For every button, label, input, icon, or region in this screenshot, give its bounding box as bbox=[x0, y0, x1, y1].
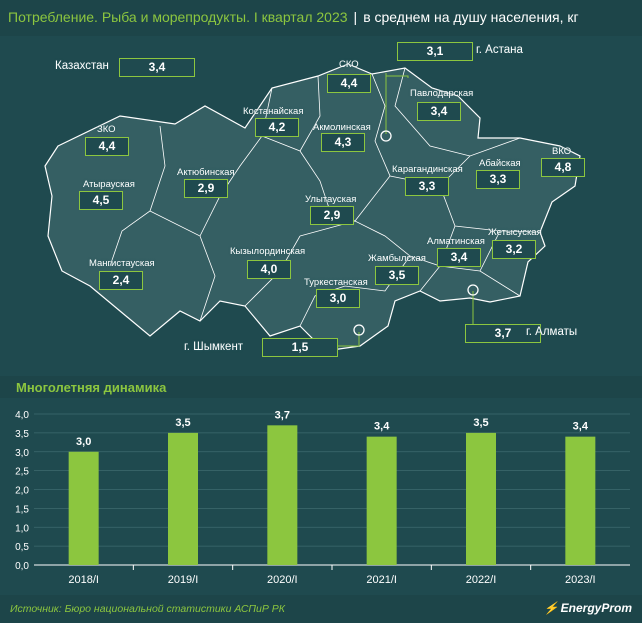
kazakhstan-map: Казахстан 3,4 3,1 г. Астана СКО 4,4 Павл… bbox=[0, 36, 642, 370]
bar-value-label: 3,4 bbox=[374, 421, 390, 433]
astana-connector bbox=[385, 73, 409, 134]
region-abai-label: Абайская bbox=[479, 158, 521, 169]
y-tick-label: 3,5 bbox=[15, 429, 29, 440]
title-subtitle: в среднем на душу населения, кг bbox=[363, 9, 579, 25]
page-title: Потребление. Рыба и морепродукты. I квар… bbox=[8, 9, 579, 25]
y-tick-label: 1,5 bbox=[15, 504, 29, 515]
dynamics-title: Многолетняя динамика bbox=[16, 380, 167, 395]
bar-value-label: 3,0 bbox=[76, 436, 91, 448]
region-akmola-label: Акмолинская bbox=[313, 122, 371, 133]
y-tick-label: 3,0 bbox=[15, 448, 29, 459]
region-atyrau-label: Атырауская bbox=[83, 179, 135, 190]
dynamics-section-bar: Многолетняя динамика bbox=[0, 376, 642, 398]
y-tick-label: 0,0 bbox=[15, 561, 29, 572]
city-shymkent-label: г. Шымкент bbox=[184, 341, 244, 353]
almaty-marker bbox=[467, 284, 479, 296]
city-astana-label: г. Астана bbox=[476, 44, 523, 56]
total-value: 3,4 bbox=[119, 58, 195, 77]
y-tick-label: 1,0 bbox=[15, 523, 29, 534]
region-kostanay-label: Костанайская bbox=[243, 106, 304, 117]
region-karaganda-label: Карагандинская bbox=[392, 164, 463, 175]
region-mangystau-label: Мангистауская bbox=[89, 258, 155, 269]
region-akmola-value: 4,3 bbox=[321, 133, 365, 152]
city-astana-value: 3,1 bbox=[397, 42, 473, 61]
region-almaty-obl-label: Алматинская bbox=[427, 236, 485, 247]
region-turkestan-label: Туркестанская bbox=[304, 277, 368, 288]
title-separator: | bbox=[353, 9, 358, 25]
region-kostanay-value: 4,2 bbox=[255, 118, 299, 137]
y-tick-label: 0,5 bbox=[15, 542, 29, 553]
region-mangystau-value: 2,4 bbox=[99, 271, 143, 290]
bar-chart: 0,0 0,5 1,0 1,5 2,0 2,5 3,0 3,5 4,0 3,0 2018/I 3,5 2… bbox=[15, 409, 630, 586]
source-note: Источник: Бюро национальной статистики А… bbox=[10, 603, 285, 615]
region-zko-label: ЗКО bbox=[97, 124, 116, 135]
bar bbox=[68, 451, 99, 565]
region-pavlodar-label: Павлодарская bbox=[410, 88, 474, 99]
shymkent-connector bbox=[338, 332, 360, 347]
logo-text: EnergyProm bbox=[560, 601, 632, 615]
region-kyzylorda-label: Кызылординская bbox=[230, 246, 306, 257]
y-tick-label: 2,5 bbox=[15, 467, 29, 478]
region-sko-label: СКО bbox=[339, 59, 359, 70]
region-zko-value: 4,4 bbox=[85, 137, 129, 156]
astana-marker bbox=[380, 130, 392, 142]
region-pavlodar-value: 3,4 bbox=[417, 102, 461, 121]
bar bbox=[565, 436, 596, 565]
region-vko-value: 4,8 bbox=[541, 158, 585, 177]
region-zhetysu-label: Жетысуская bbox=[488, 227, 542, 238]
bar-value-label: 3,5 bbox=[473, 417, 488, 429]
x-category-label: 2018/I bbox=[68, 574, 99, 586]
region-zhambyl-label: Жамбылская bbox=[368, 253, 426, 264]
bar bbox=[466, 432, 496, 565]
region-zhetysu-value: 3,2 bbox=[492, 240, 536, 259]
region-ulytau-value: 2,9 bbox=[310, 206, 354, 225]
bar-value-label: 3,5 bbox=[175, 417, 190, 429]
city-shymkent-value: 1,5 bbox=[262, 338, 338, 357]
bar bbox=[267, 425, 298, 565]
region-zhambyl-value: 3,5 bbox=[375, 266, 419, 285]
bar bbox=[168, 432, 198, 565]
city-almaty-value: 3,7 bbox=[465, 324, 541, 343]
city-almaty-label: г. Алматы bbox=[526, 326, 578, 338]
region-sko-value: 4,4 bbox=[327, 74, 371, 93]
lightning-icon: ⚡ bbox=[543, 601, 559, 615]
y-tick-label: 4,0 bbox=[15, 410, 29, 421]
region-aktobe-label: Актюбинская bbox=[177, 167, 235, 178]
region-turkestan-value: 3,0 bbox=[316, 289, 360, 308]
region-vko-label: ВКО bbox=[552, 146, 572, 157]
region-almaty-obl-value: 3,4 bbox=[437, 248, 481, 267]
x-category-label: 2023/I bbox=[565, 574, 596, 586]
total-label: Казахстан bbox=[55, 60, 109, 72]
region-karaganda-value: 3,3 bbox=[405, 177, 449, 196]
bar-value-label: 3,4 bbox=[573, 421, 589, 433]
shymkent-marker bbox=[353, 324, 365, 336]
x-category-label: 2019/I bbox=[168, 574, 199, 586]
region-atyrau-value: 4,5 bbox=[79, 191, 123, 210]
footer-bar: Источник: Бюро национальной статистики А… bbox=[0, 595, 642, 623]
title-main: Потребление. Рыба и морепродукты. I квар… bbox=[8, 9, 348, 25]
y-tick-label: 2,0 bbox=[15, 486, 29, 497]
header-bar: Потребление. Рыба и морепродукты. I квар… bbox=[0, 0, 642, 36]
bar bbox=[366, 436, 397, 565]
region-abai-value: 3,3 bbox=[476, 170, 520, 189]
x-category-label: 2020/I bbox=[267, 574, 298, 586]
region-kyzylorda-value: 4,0 bbox=[247, 260, 291, 279]
x-category-label: 2022/I bbox=[466, 574, 497, 586]
bar-value-label: 3,7 bbox=[275, 409, 290, 421]
x-category-label: 2021/I bbox=[366, 574, 397, 586]
region-aktobe-value: 2,9 bbox=[184, 179, 228, 198]
region-ulytau-label: Улытауская bbox=[305, 194, 357, 205]
energyprom-logo: ⚡ EnergyProm bbox=[544, 601, 632, 615]
